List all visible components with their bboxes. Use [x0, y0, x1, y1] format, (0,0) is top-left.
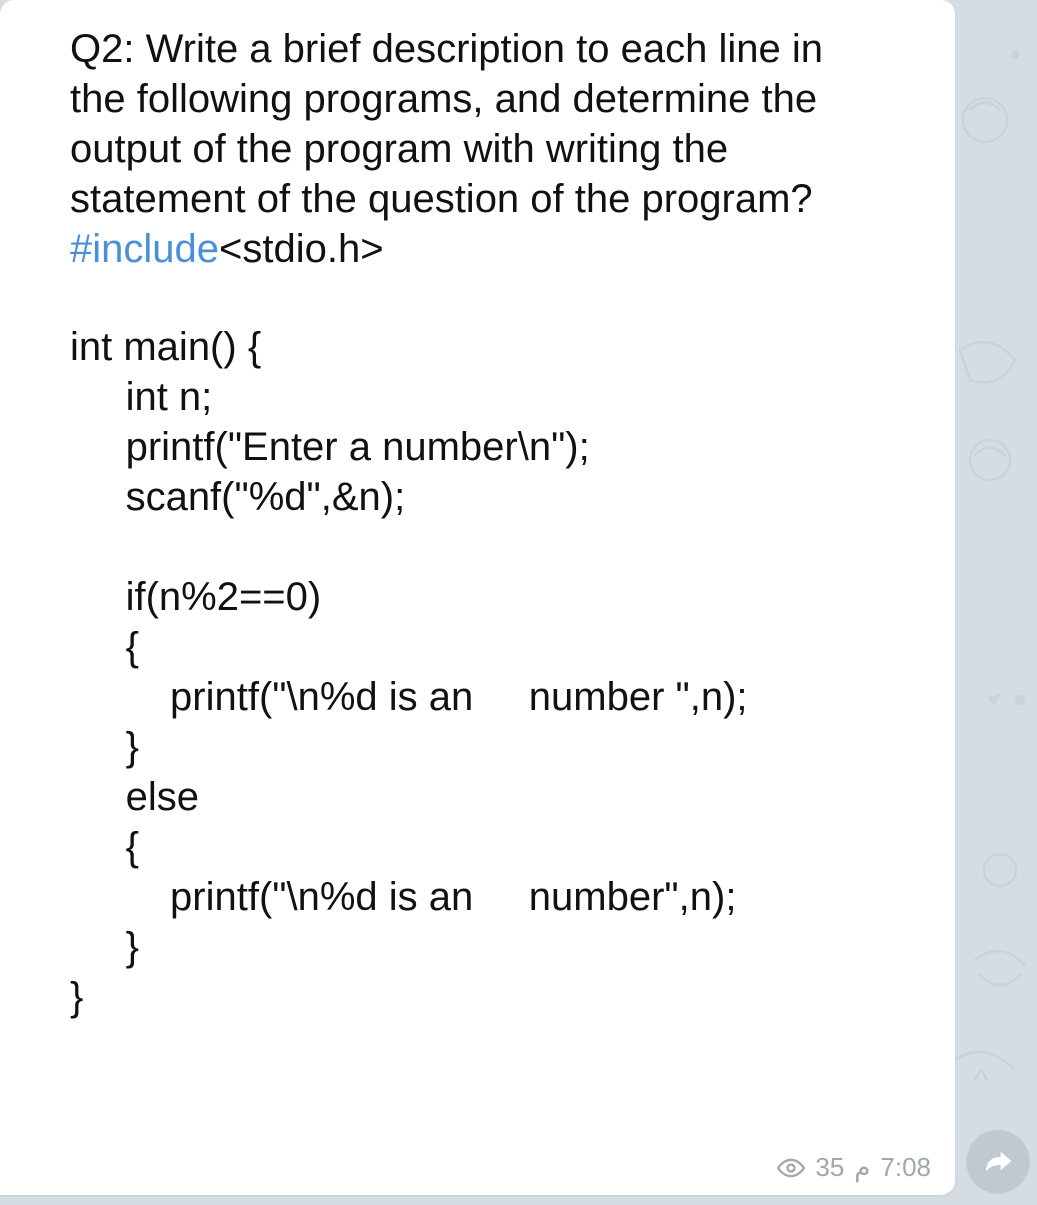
code-block: int main() { int n; printf("Enter a numb… — [70, 322, 885, 1022]
message-time: 7:08 — [880, 1152, 931, 1183]
include-header: <stdio.h> — [219, 227, 384, 271]
include-directive: #include<stdio.h> — [70, 224, 885, 274]
message-bubble[interactable]: Q2: Write a brief description to each li… — [0, 0, 955, 1195]
view-count: 35 — [815, 1152, 844, 1183]
question-text: Q2: Write a brief description to each li… — [70, 24, 885, 224]
time-marker: م — [854, 1152, 870, 1183]
include-keyword: #include — [70, 227, 219, 271]
forward-icon — [982, 1145, 1014, 1177]
forward-button[interactable] — [967, 1130, 1029, 1192]
views-icon — [777, 1154, 805, 1182]
message-meta: 35 م 7:08 — [777, 1152, 931, 1183]
